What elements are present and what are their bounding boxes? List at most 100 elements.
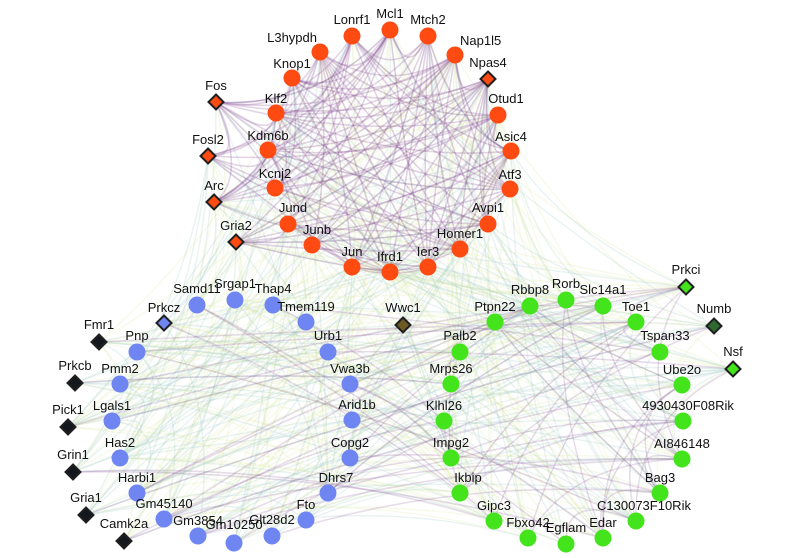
edge bbox=[327, 351, 461, 494]
edge bbox=[427, 35, 489, 225]
node-kdm6b[interactable] bbox=[259, 141, 277, 159]
edge bbox=[123, 223, 289, 542]
node-c130073f10rik[interactable] bbox=[627, 512, 645, 530]
node-rbbp8[interactable] bbox=[521, 297, 539, 315]
node-fos[interactable] bbox=[207, 93, 225, 111]
node-fmr1[interactable] bbox=[90, 333, 108, 351]
node-homer1[interactable] bbox=[451, 240, 469, 258]
edge bbox=[274, 114, 499, 189]
edge bbox=[213, 112, 277, 203]
node-wwc1[interactable] bbox=[394, 316, 412, 334]
node-harbi1[interactable] bbox=[128, 484, 146, 502]
node-egflam[interactable] bbox=[557, 535, 575, 553]
node-bag3[interactable] bbox=[651, 484, 669, 502]
edge bbox=[459, 321, 637, 494]
node-nap1l5[interactable] bbox=[446, 46, 464, 64]
node-lgals1[interactable] bbox=[103, 412, 121, 430]
node-jund[interactable] bbox=[279, 215, 297, 233]
node-4930430f08rik[interactable] bbox=[674, 412, 692, 430]
node-label-camk2a: Camk2a bbox=[100, 516, 149, 531]
node-gria2[interactable] bbox=[227, 233, 245, 251]
node-fosl2[interactable] bbox=[199, 147, 217, 165]
node-urb1[interactable] bbox=[319, 343, 337, 361]
node-atf3[interactable] bbox=[501, 180, 519, 198]
node-toe1[interactable] bbox=[627, 313, 645, 331]
node-ai846148[interactable] bbox=[673, 450, 691, 468]
node-prkci[interactable] bbox=[677, 278, 695, 296]
edge bbox=[163, 305, 531, 520]
edge bbox=[291, 77, 495, 522]
node-thap4[interactable] bbox=[264, 296, 282, 314]
node-pmm2[interactable] bbox=[111, 375, 129, 393]
node-pnp[interactable] bbox=[128, 343, 146, 361]
node-ptpn22[interactable] bbox=[486, 313, 504, 331]
node-ifrd1[interactable] bbox=[381, 263, 399, 281]
edge bbox=[213, 112, 277, 203]
node-label-ube2o: Ube2o bbox=[663, 362, 701, 377]
node-ier3[interactable] bbox=[419, 258, 437, 276]
node-npas4[interactable] bbox=[479, 70, 497, 88]
edge bbox=[459, 351, 604, 539]
node-edar[interactable] bbox=[594, 529, 612, 547]
node-otud1[interactable] bbox=[489, 106, 507, 124]
edge bbox=[459, 321, 496, 494]
node-numb[interactable] bbox=[705, 317, 723, 335]
node-copg2[interactable] bbox=[341, 449, 359, 467]
node-glt28d2[interactable] bbox=[263, 527, 281, 545]
node-slc14a1[interactable] bbox=[594, 297, 612, 315]
edge bbox=[136, 266, 353, 353]
node-tmem119[interactable] bbox=[297, 313, 315, 331]
edge bbox=[196, 201, 225, 306]
edge bbox=[98, 340, 461, 353]
node-gm10250[interactable] bbox=[225, 534, 243, 552]
edge bbox=[85, 419, 353, 516]
node-prkcz[interactable] bbox=[155, 314, 173, 332]
node-nsf[interactable] bbox=[724, 360, 742, 378]
node-palb2[interactable] bbox=[451, 343, 469, 361]
node-gm3854[interactable] bbox=[189, 527, 207, 545]
node-prkcb[interactable] bbox=[66, 374, 84, 392]
node-ube2o[interactable] bbox=[673, 376, 691, 394]
node-gm45140[interactable] bbox=[155, 510, 173, 528]
node-knop1[interactable] bbox=[283, 69, 301, 87]
node-jun[interactable] bbox=[343, 258, 361, 276]
node-l3hypdh[interactable] bbox=[311, 43, 329, 61]
node-dhrs7[interactable] bbox=[319, 484, 337, 502]
node-has2[interactable] bbox=[111, 449, 129, 467]
edge bbox=[272, 304, 351, 385]
edge bbox=[351, 266, 429, 421]
node-tspan33[interactable] bbox=[651, 343, 669, 361]
node-mrps26[interactable] bbox=[442, 375, 460, 393]
node-mtch2[interactable] bbox=[419, 27, 437, 45]
edge bbox=[98, 340, 329, 353]
node-srgap1[interactable] bbox=[226, 291, 244, 309]
node-gipc3[interactable] bbox=[485, 512, 503, 530]
edge bbox=[123, 321, 307, 542]
edge bbox=[389, 29, 429, 268]
node-pick1[interactable] bbox=[59, 418, 77, 436]
node-gria1[interactable] bbox=[77, 506, 95, 524]
node-klhl26[interactable] bbox=[435, 412, 453, 430]
node-lonrf1[interactable] bbox=[343, 27, 361, 45]
node-arid1b[interactable] bbox=[343, 411, 361, 429]
node-ikbip[interactable] bbox=[451, 484, 469, 502]
node-avpi1[interactable] bbox=[479, 215, 497, 233]
node-impg2[interactable] bbox=[442, 449, 460, 467]
edge bbox=[327, 351, 529, 539]
node-grin1[interactable] bbox=[64, 463, 82, 481]
node-fto[interactable] bbox=[297, 511, 315, 529]
node-kcnj2[interactable] bbox=[266, 179, 284, 197]
edge bbox=[123, 368, 734, 542]
node-klf2[interactable] bbox=[267, 104, 285, 122]
node-arc[interactable] bbox=[205, 193, 223, 211]
node-samd11[interactable] bbox=[188, 296, 206, 314]
node-camk2a[interactable] bbox=[115, 532, 133, 550]
node-asic4[interactable] bbox=[502, 142, 520, 160]
node-fbxo42[interactable] bbox=[519, 529, 537, 547]
node-mcl1[interactable] bbox=[381, 21, 399, 39]
edge bbox=[305, 321, 637, 521]
edge bbox=[215, 29, 391, 104]
node-vwa3b[interactable] bbox=[341, 375, 359, 393]
node-junb[interactable] bbox=[303, 236, 321, 254]
node-rorb[interactable] bbox=[557, 291, 575, 309]
